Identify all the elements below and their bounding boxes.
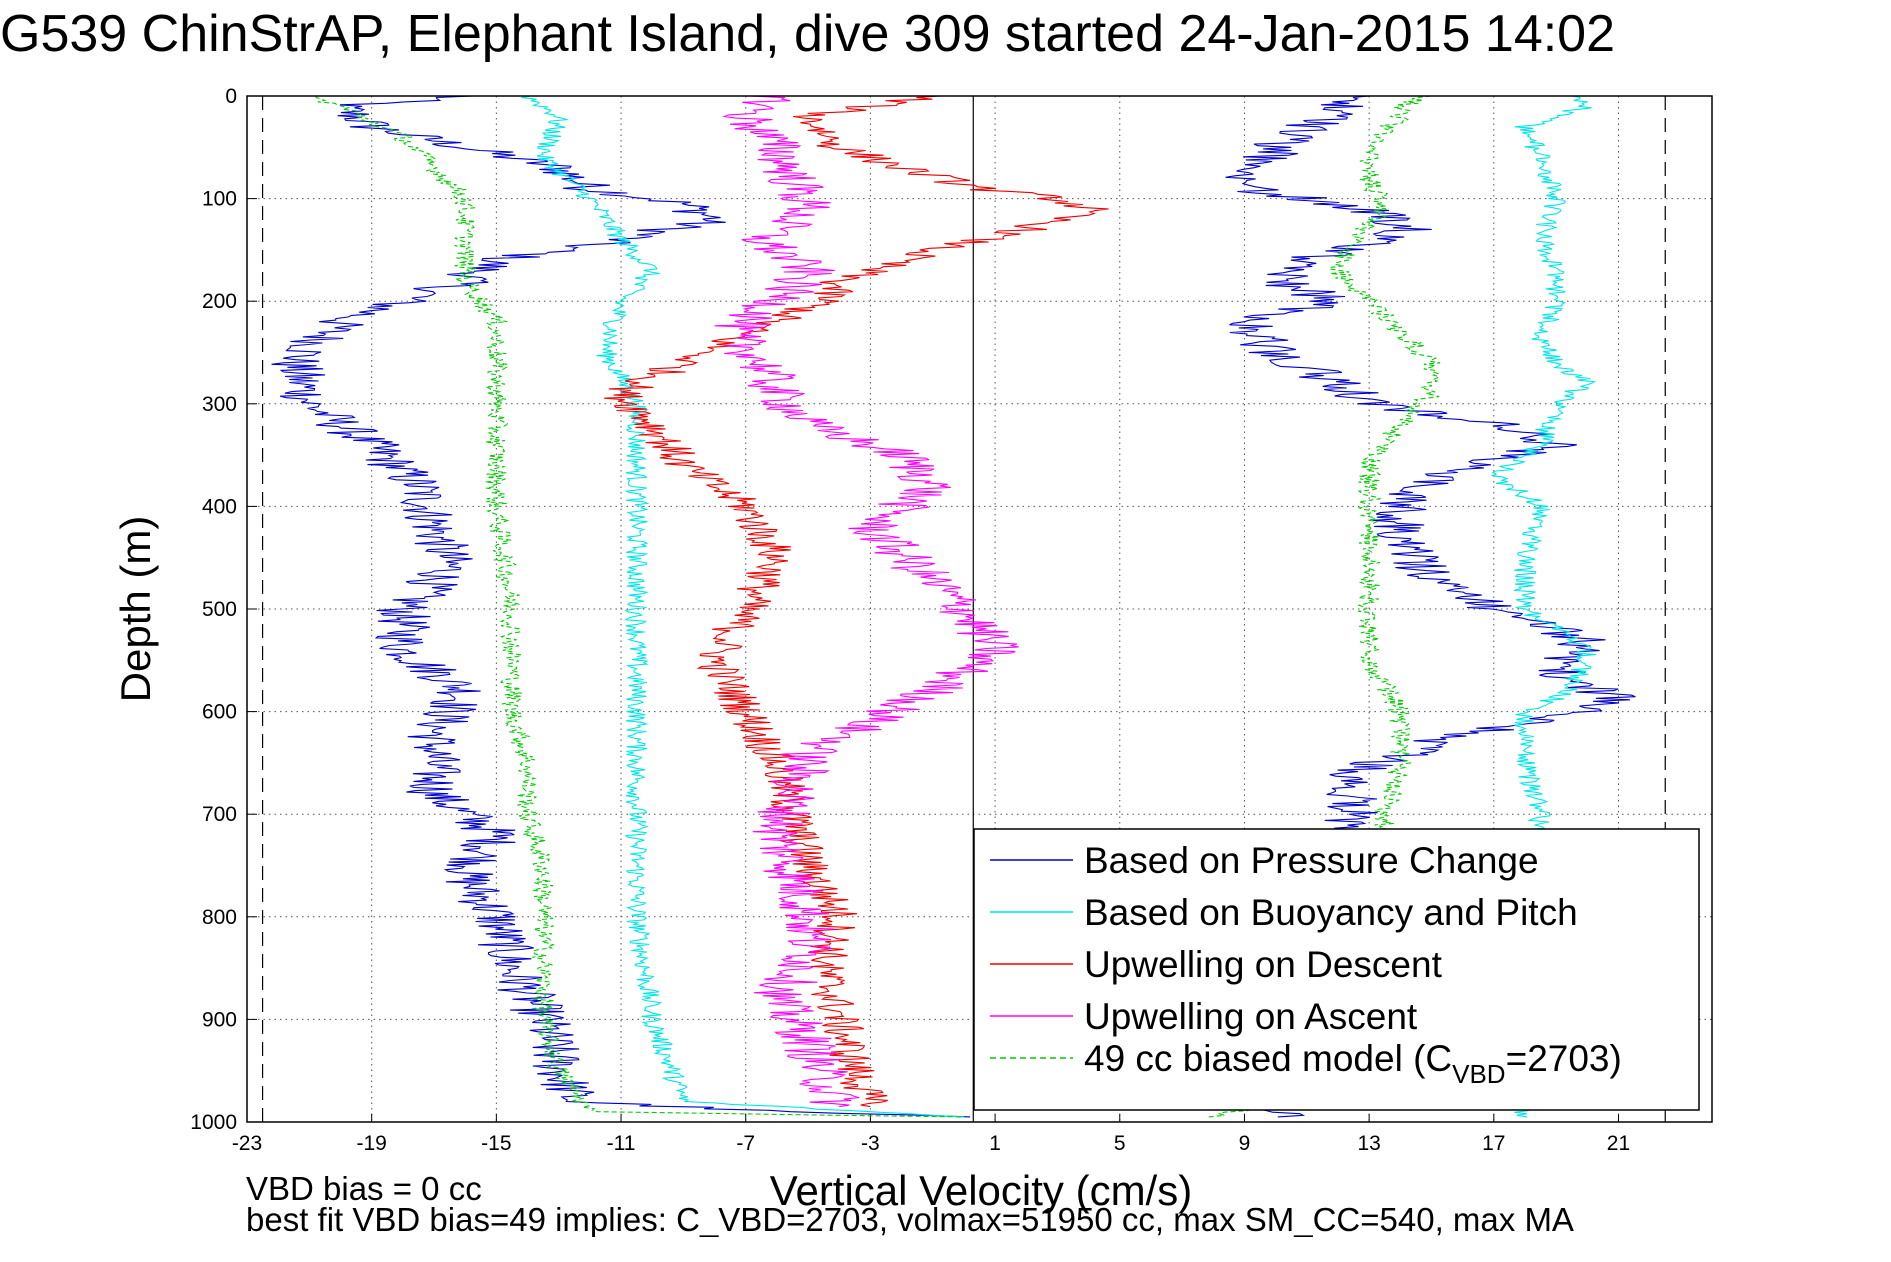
series-4 [714,96,1019,1108]
legend-label-suffix: =2703) [1506,1038,1622,1079]
legend-box [973,828,1700,1111]
x-axis-label: Vertical Velocity (cm/s) [770,1167,1192,1214]
y-tick-label: 300 [202,393,237,416]
x-tick-label: 21 [1607,1132,1630,1155]
y-tick-label: 900 [202,1008,237,1031]
legend-label: Upwelling on Descent [1084,944,1443,985]
y-tick-label: 700 [202,803,237,826]
plot-frame [246,95,1713,1123]
series-layer [271,96,1636,1118]
y-tick-label: 200 [202,290,237,313]
y-tick-label: 400 [202,495,237,518]
chart-title: G539 ChinStrAP, Elephant Island, dive 30… [0,5,1616,63]
x-tick-label: -3 [861,1132,880,1155]
legend-label-text: Based on Pressure Change [1084,840,1539,881]
x-tick-label: 5 [1114,1132,1126,1155]
series-3 [604,96,1109,1108]
legend-label-text: Upwelling on Descent [1084,944,1443,985]
x-tick-label: -11 [607,1132,636,1155]
series-line [714,96,1019,1108]
x-tick-label: -23 [232,1132,262,1155]
y-tick-label: 100 [202,188,237,211]
x-tick-label: -7 [736,1132,755,1155]
legend-label-text: Upwelling on Ascent [1084,996,1418,1037]
series-line-descent [315,96,964,1118]
legend-label-text: 49 cc biased model (C [1084,1038,1452,1079]
legend-label: Upwelling on Ascent [1084,996,1418,1037]
legend-label: Based on Buoyancy and Pitch [1084,892,1578,933]
y-tick-labels: 0 100 200 300 400 500 600 700 800 900 1000 [190,85,237,1134]
x-tick-label: -19 [357,1132,387,1155]
x-tick-labels: -23 -19 -15 -11 -7 -3 1 5 9 13 17 21 [232,1132,1630,1155]
legend: Based on Pressure Change Based on Buoyanc… [973,828,1700,1111]
footer-vbd-bias: VBD bias = 0 cc [246,1170,482,1207]
legend-label-subscript: VBD [1452,1059,1505,1089]
series-line-descent [521,96,964,1118]
y-tick-label: 600 [202,701,237,724]
series-line-descent [271,96,971,1118]
series-line [604,96,1109,1108]
y-tick-label: 500 [202,598,237,621]
footer-best-fit: best fit VBD bias=49 implies: C_VBD=2703… [246,1203,1574,1237]
y-tick-label: 800 [202,906,237,929]
x-tick-label: 13 [1357,1132,1380,1155]
y-tick-label: 0 [225,85,237,108]
y-axis-label: Depth (m) [112,516,159,703]
legend-label: 49 cc biased model (CVBD=2703) [1084,1038,1622,1089]
y-tick-label: 1000 [190,1111,237,1134]
legend-label: Based on Pressure Change [1084,840,1539,881]
x-tick-label: 1 [989,1132,1001,1155]
legend-label-text: Based on Buoyancy and Pitch [1084,892,1578,933]
x-tick-label: 17 [1482,1132,1505,1155]
x-tick-label: -15 [481,1132,511,1155]
x-tick-label: 9 [1239,1132,1251,1155]
